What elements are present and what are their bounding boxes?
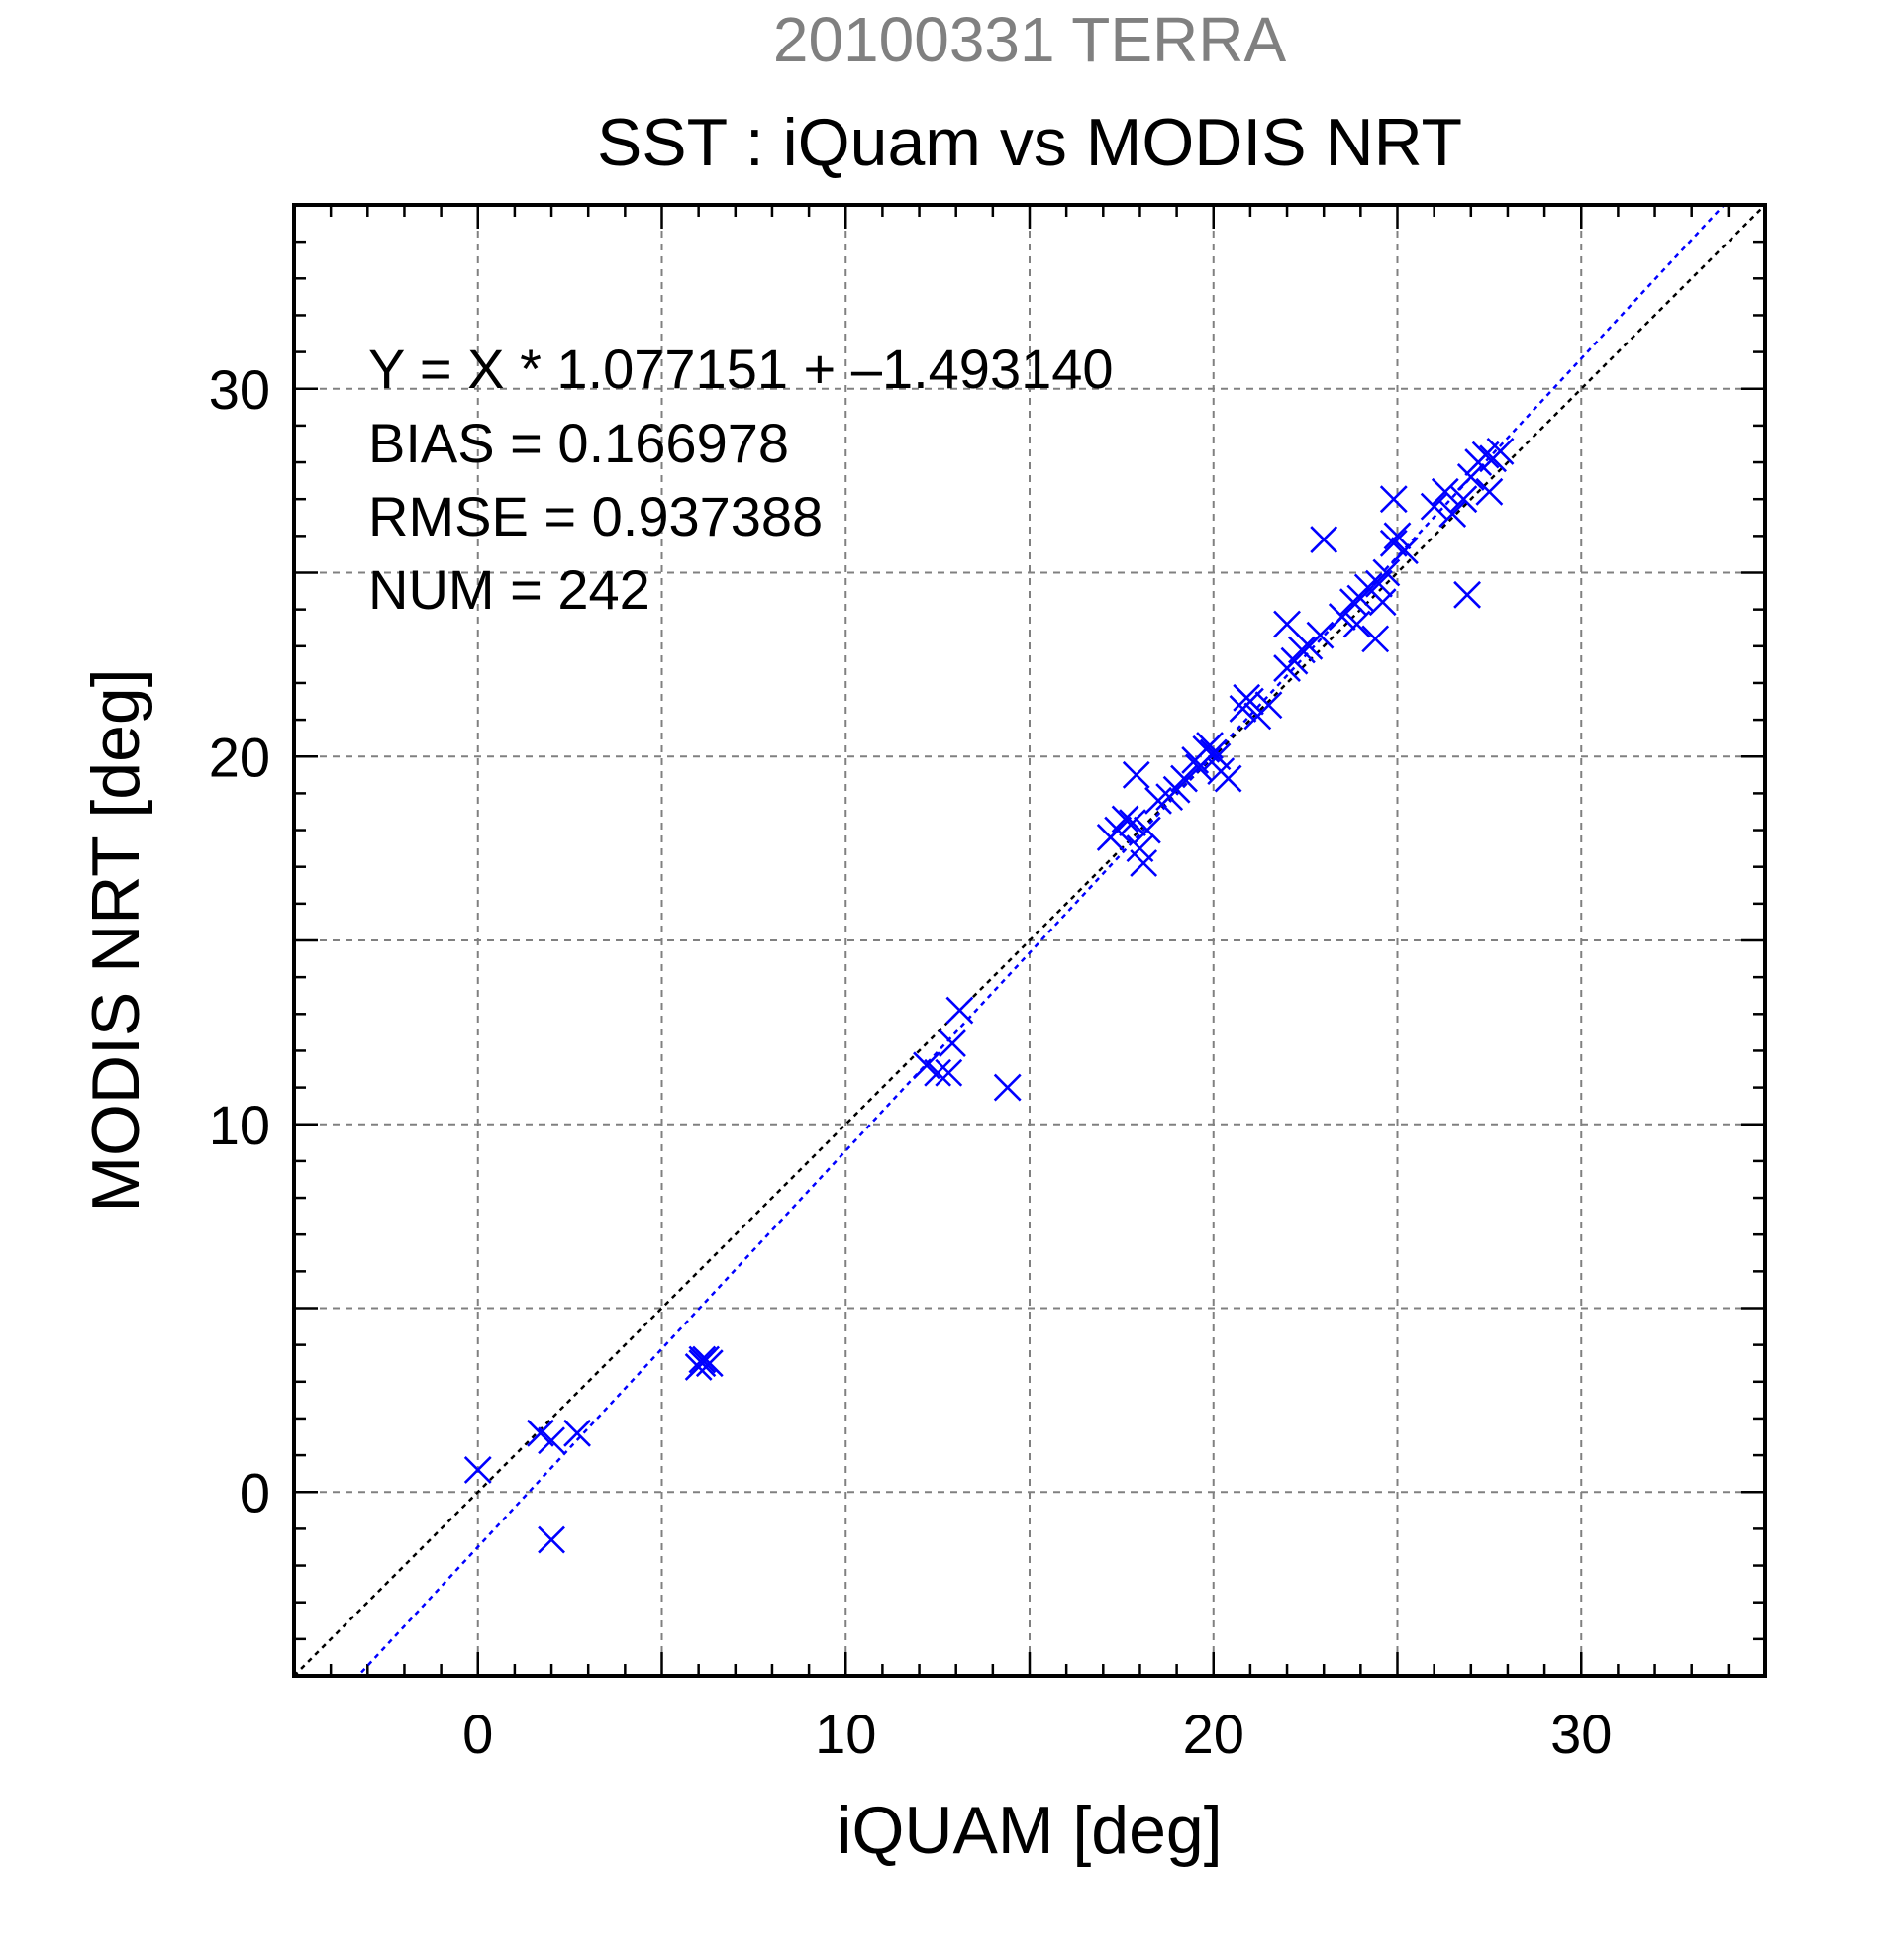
y-tick-label: 20: [209, 726, 270, 788]
annotation-num: NUM = 242: [368, 558, 650, 621]
data-point: [1287, 636, 1316, 664]
y-tick-labels: 0 10 20 30: [209, 358, 270, 1524]
data-point: [538, 1426, 565, 1455]
data-point: [1372, 558, 1401, 587]
data-point: [1214, 764, 1242, 793]
data-point: [563, 1419, 591, 1447]
regression-line: [356, 205, 1727, 1676]
data-point: [939, 1029, 966, 1057]
data-point: [695, 1349, 724, 1378]
data-point: [1449, 485, 1478, 514]
grid-lines: [294, 205, 1765, 1676]
data-point: [993, 1073, 1022, 1102]
data-point: [1456, 462, 1485, 491]
data-point: [1342, 610, 1371, 638]
data-point: [463, 1456, 492, 1484]
y-tick-label: 10: [209, 1094, 270, 1156]
data-point: [1119, 809, 1146, 837]
x-tick-labels: 0 10 20 30: [462, 1703, 1612, 1765]
data-point: [1486, 437, 1515, 465]
chart-title: SST : iQuam vs MODIS NRT: [597, 105, 1462, 180]
y-axis-label: MODIS NRT [deg]: [78, 668, 153, 1212]
x-tick-label: 30: [1550, 1703, 1612, 1765]
data-point: [1233, 683, 1261, 712]
annotation-regression: Y = X * 1.077151 + –1.493140: [368, 338, 1114, 400]
data-point: [1170, 764, 1198, 793]
data-point: [1368, 588, 1397, 617]
x-axis-label: iQUAM [deg]: [837, 1793, 1222, 1868]
data-point: [1391, 537, 1419, 565]
chart-suptitle: 20100331 TERRA: [773, 4, 1287, 75]
annotation-bias: BIAS = 0.166978: [368, 412, 789, 474]
data-point: [1379, 485, 1408, 514]
data-point: [1306, 621, 1335, 649]
data-point: [935, 1058, 963, 1087]
x-tick-label: 10: [815, 1703, 876, 1765]
data-point: [1144, 786, 1172, 815]
data-point: [924, 1058, 952, 1087]
x-tick-label: 0: [462, 1703, 493, 1765]
data-point: [1196, 732, 1224, 760]
plot-frame: [292, 203, 1767, 1678]
annotation-rmse: RMSE = 0.937388: [368, 485, 823, 547]
data-point: [538, 1525, 565, 1554]
data-point: [1273, 610, 1301, 638]
data-points: [463, 437, 1515, 1554]
data-point: [1438, 500, 1467, 528]
data-point: [1254, 691, 1283, 720]
data-point: [1475, 477, 1504, 506]
data-point: [1361, 625, 1390, 653]
x-tick-label: 20: [1183, 1703, 1244, 1765]
y-tick-label: 0: [240, 1461, 270, 1523]
data-point: [945, 996, 974, 1025]
data-point: [1122, 760, 1150, 789]
data-point: [1111, 805, 1139, 833]
data-point: [684, 1353, 713, 1381]
data-point: [1383, 522, 1412, 550]
data-point: [1310, 526, 1338, 553]
data-point: [1130, 849, 1158, 877]
data-point: [1453, 580, 1481, 609]
data-point: [688, 1345, 717, 1374]
data-point: [1420, 492, 1448, 521]
y-tick-label: 30: [209, 358, 270, 421]
data-point: [1431, 477, 1459, 506]
data-point: [1133, 816, 1161, 844]
